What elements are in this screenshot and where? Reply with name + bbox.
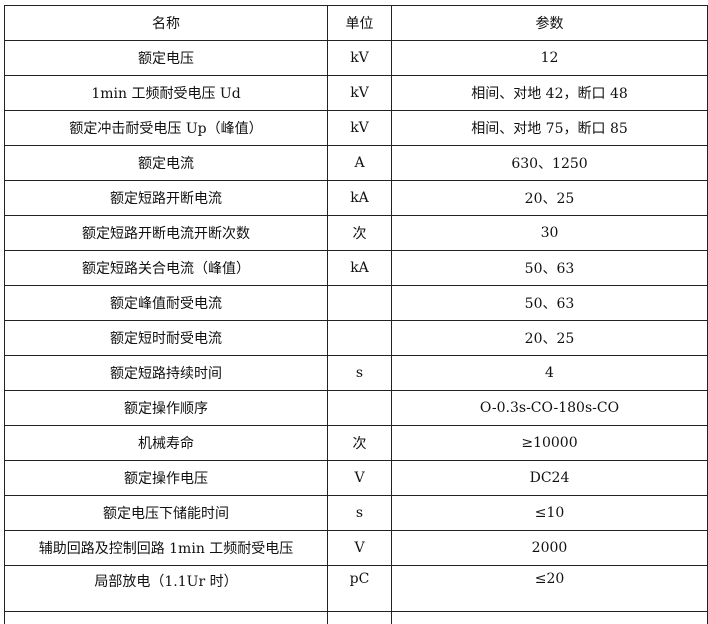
empty-cell	[5, 612, 328, 624]
cell-value: ≥10000	[392, 426, 708, 461]
cell-name: 额定短路开断电流	[5, 181, 328, 216]
cell-unit	[328, 391, 392, 426]
cell-name: 额定短时耐受电流	[5, 321, 328, 356]
cell-unit: s	[328, 496, 392, 531]
cell-value: O-0.3s-CO-180s-CO	[392, 391, 708, 426]
cell-value: 12	[392, 41, 708, 76]
cell-value: 20、25	[392, 321, 708, 356]
cell-value: 20、25	[392, 181, 708, 216]
cell-name: 额定操作电压	[5, 461, 328, 496]
cell-unit: 次	[328, 426, 392, 461]
cell-unit: kA	[328, 251, 392, 286]
table-row: 机械寿命次≥10000	[5, 426, 708, 461]
empty-cell	[392, 612, 708, 624]
cell-name: 额定电压	[5, 41, 328, 76]
cell-value: DC24	[392, 461, 708, 496]
cell-name: 机械寿命	[5, 426, 328, 461]
cell-value: 30	[392, 216, 708, 251]
cell-unit	[328, 286, 392, 321]
cell-name: 额定电压下储能时间	[5, 496, 328, 531]
table-row: 额定操作顺序 O-0.3s-CO-180s-CO	[5, 391, 708, 426]
cell-value: 2000	[392, 531, 708, 566]
table-row: 额定峰值耐受电流 50、63	[5, 286, 708, 321]
cell-name: 辅助回路及控制回路 1min 工频耐受电压	[5, 531, 328, 566]
table-row-cutoff	[5, 612, 708, 624]
cell-name: 局部放电（1.1Ur 时）	[5, 566, 328, 612]
header-name: 名称	[5, 6, 328, 41]
cell-value: 4	[392, 356, 708, 391]
cell-value: 相间、对地 42，断口 48	[392, 76, 708, 111]
cell-name: 额定短路持续时间	[5, 356, 328, 391]
cell-value: 50、63	[392, 286, 708, 321]
header-unit: 单位	[328, 6, 392, 41]
cell-name: 1min 工频耐受电压 Ud	[5, 76, 328, 111]
table-row: 局部放电（1.1Ur 时）pC≤20	[5, 566, 708, 612]
header-value: 参数	[392, 6, 708, 41]
cell-value: ≤10	[392, 496, 708, 531]
cell-value: 50、63	[392, 251, 708, 286]
cell-value: 630、1250	[392, 146, 708, 181]
cell-unit	[328, 321, 392, 356]
cell-unit: kV	[328, 76, 392, 111]
cell-name: 额定操作顺序	[5, 391, 328, 426]
cell-unit: kV	[328, 111, 392, 146]
cell-unit: kA	[328, 181, 392, 216]
cell-name: 额定短路开断电流开断次数	[5, 216, 328, 251]
cell-unit: pC	[328, 566, 392, 612]
empty-cell	[328, 612, 392, 624]
cell-name: 额定冲击耐受电压 Up（峰值）	[5, 111, 328, 146]
cell-value: ≤20	[392, 566, 708, 612]
cell-name: 额定电流	[5, 146, 328, 181]
table-row: 额定短时耐受电流 20、25	[5, 321, 708, 356]
cell-unit: A	[328, 146, 392, 181]
cell-unit: s	[328, 356, 392, 391]
cell-unit: kV	[328, 41, 392, 76]
cell-value: 相间、对地 75，断口 85	[392, 111, 708, 146]
cell-name: 额定短路关合电流（峰值）	[5, 251, 328, 286]
cell-name: 额定峰值耐受电流	[5, 286, 328, 321]
cell-unit: V	[328, 531, 392, 566]
cell-unit: 次	[328, 216, 392, 251]
table-header-row: 名称 单位 参数	[5, 6, 708, 41]
cell-unit: V	[328, 461, 392, 496]
